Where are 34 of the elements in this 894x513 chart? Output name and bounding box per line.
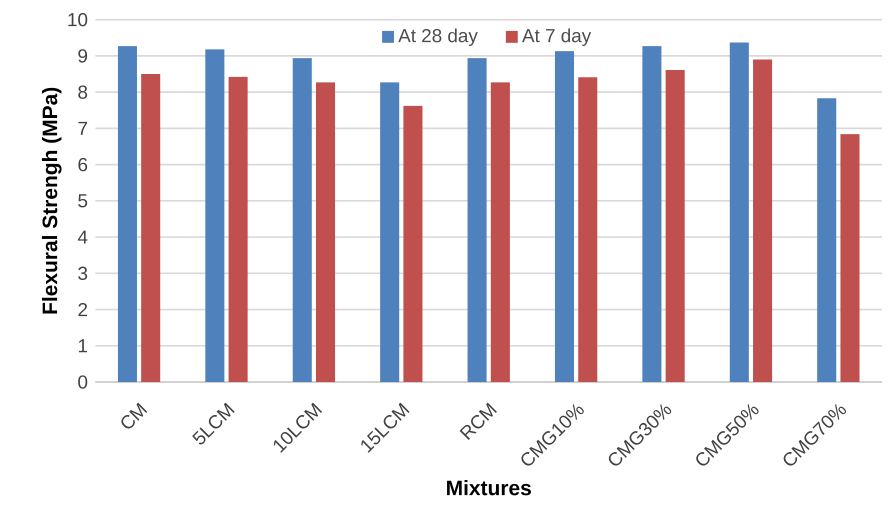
legend-label: At 7 day	[522, 28, 592, 46]
bar	[753, 59, 772, 382]
bar	[316, 82, 336, 382]
y-tick-label: 5	[78, 194, 88, 208]
y-tick-label: 2	[78, 302, 88, 316]
bar	[554, 51, 574, 382]
bar	[578, 77, 598, 382]
bar	[730, 42, 749, 382]
bar	[292, 58, 312, 382]
bar	[642, 46, 662, 382]
y-tick-label: 7	[78, 122, 88, 135]
bar	[228, 76, 248, 382]
bar	[817, 98, 836, 382]
bar	[666, 70, 685, 382]
bar	[205, 49, 224, 382]
y-tick-label: 9	[78, 49, 88, 63]
bar	[403, 106, 422, 382]
y-tick-label: 0	[78, 375, 88, 389]
bar	[118, 46, 137, 382]
bar	[380, 82, 400, 382]
y-tick-label: 10	[68, 12, 88, 26]
bar	[490, 82, 510, 382]
y-axis-title: Flexural Strengh (MPa)	[42, 88, 62, 314]
y-tick-label: 6	[78, 158, 88, 172]
x-tick-label: CM	[121, 402, 148, 428]
legend-label: At 28 day	[398, 28, 478, 46]
y-tick-label: 1	[78, 339, 88, 352]
x-axis-title: Mixtures	[447, 480, 531, 496]
bar	[141, 74, 160, 382]
y-tick-label: 8	[78, 85, 88, 99]
bar	[468, 58, 487, 382]
y-tick-label: 3	[78, 266, 88, 280]
y-tick-label: 4	[78, 230, 88, 244]
bar	[840, 134, 860, 382]
